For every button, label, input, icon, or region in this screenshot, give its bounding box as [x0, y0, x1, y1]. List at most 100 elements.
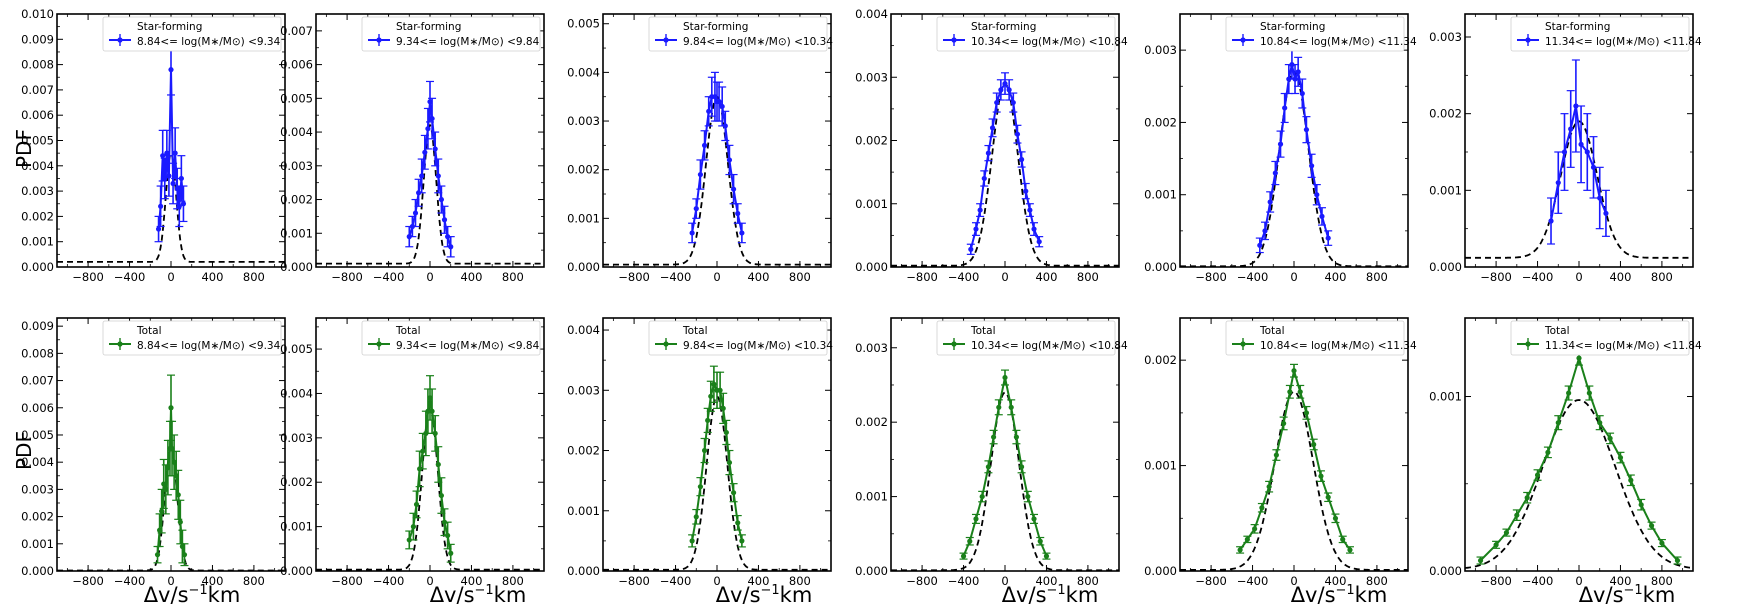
data-point — [689, 538, 695, 544]
data-point — [979, 493, 985, 500]
data-point — [1002, 80, 1008, 87]
fit-curve — [603, 395, 831, 571]
legend-label: 11.34<= log(M∗/M⊙) <11.84 — [1545, 340, 1702, 352]
xtick-label: 800 — [1077, 574, 1099, 588]
fit-curve — [891, 391, 1119, 572]
panel-10: 0.000 0.001 0.002 0.003 −800 −400 0 400 800 Total… — [855, 317, 1128, 588]
ytick-label: 0.010 — [21, 7, 54, 21]
data-point — [973, 516, 979, 522]
legend-marker — [663, 37, 669, 43]
legend-box — [102, 320, 282, 356]
data-point — [711, 381, 717, 387]
legend: Total 10.84<= log(M∗/M⊙) <11.34 — [1225, 320, 1417, 356]
data-point — [445, 234, 451, 240]
data-point — [1617, 454, 1624, 461]
xtick-label: 400 — [747, 270, 769, 284]
data-point — [419, 173, 425, 179]
xtick-label: −400 — [660, 270, 692, 284]
data-point — [177, 519, 183, 525]
ytick-label: 0.000 — [567, 564, 600, 578]
data-point — [178, 175, 184, 182]
xtick-label: 0 — [1001, 574, 1008, 588]
data-point — [693, 206, 699, 212]
data-point — [697, 171, 704, 178]
data-point — [1277, 141, 1284, 147]
ytick-label: 0.000 — [567, 260, 600, 274]
data-point — [719, 103, 725, 110]
data-point — [162, 175, 168, 182]
xtick-label: 800 — [243, 270, 265, 284]
ytick-label: 0.001 — [567, 211, 600, 225]
data-point — [1555, 420, 1561, 426]
data-point — [161, 481, 167, 487]
legend-title: Star-forming — [1545, 21, 1610, 33]
data-point — [1282, 105, 1288, 111]
data-point — [1027, 207, 1033, 213]
data-point — [445, 532, 451, 539]
data-point — [1568, 126, 1574, 132]
data-point — [166, 173, 172, 179]
data-point — [423, 430, 429, 437]
data-point — [158, 203, 164, 209]
panel-11: 0.000 0.001 0.002 −800 −400 0 400 800 Total 10.84… — [1144, 317, 1417, 588]
legend: Total 9.34<= log(M∗/M⊙) <9.84 — [361, 320, 541, 356]
data-point — [720, 405, 726, 411]
ylabel-bottom-row: PDF — [12, 431, 36, 470]
ytick-label: 0.000 — [1144, 260, 1177, 274]
ytick-label: 0.009 — [21, 319, 54, 333]
data-point — [1273, 452, 1279, 458]
data-point — [1590, 164, 1597, 170]
legend-box — [1225, 320, 1405, 356]
data-point — [441, 217, 448, 223]
legend-label: 9.34<= log(M∗/M⊙) <9.84 — [396, 340, 540, 352]
ytick-label: 0.005 — [21, 134, 54, 148]
data-point — [722, 123, 728, 129]
data-point — [689, 230, 695, 236]
xtick-label: −400 — [1237, 574, 1269, 588]
data-point — [716, 98, 722, 105]
data-point — [1524, 495, 1530, 501]
data-point — [427, 395, 433, 401]
data-point — [1545, 449, 1551, 455]
data-point — [705, 417, 711, 424]
xtick-label: 800 — [1077, 270, 1099, 284]
ytick-label: 0.002 — [855, 415, 888, 429]
xtick-label: −400 — [373, 270, 405, 284]
xtick-label: 800 — [789, 270, 811, 284]
ytick-label: 0.002 — [21, 510, 54, 524]
ytick-label: 0.003 — [21, 482, 54, 496]
panel-7: 0.000 0.001 0.002 0.003 0.004 0.005 0.006 0.007… — [21, 317, 286, 588]
legend-box — [1510, 320, 1690, 356]
xtick-label: −800 — [906, 574, 938, 588]
ytick-label: 0.001 — [1144, 188, 1177, 202]
ytick-label: 0.002 — [280, 475, 313, 489]
ytick-label: 0.006 — [280, 58, 313, 72]
data-point — [1332, 515, 1339, 521]
ytick-label: 0.005 — [21, 428, 54, 442]
data-point — [172, 150, 178, 156]
data-point — [1018, 464, 1025, 470]
panel-3: 0.000 0.001 0.002 0.003 0.004 0.005 −800 −400 0 4… — [567, 13, 833, 284]
data-point — [1266, 484, 1272, 490]
ytick-label: 0.009 — [21, 32, 54, 46]
data-point — [739, 538, 745, 544]
ytick-label: 0.001 — [1429, 183, 1462, 197]
data-point — [422, 149, 428, 155]
data-point — [981, 175, 987, 182]
data-point — [1576, 355, 1582, 361]
data-point — [1281, 420, 1287, 427]
data-point — [1648, 523, 1655, 529]
data-point — [173, 473, 179, 479]
data-point — [448, 550, 454, 556]
data-point — [996, 404, 1002, 410]
xtick-label: −800 — [1480, 574, 1512, 588]
panel-6: 0.000 0.001 0.002 0.003 −800 −400 0 400 800 Star-… — [1429, 13, 1702, 284]
ytick-label: 0.002 — [1144, 353, 1177, 367]
ytick-label: 0.001 — [855, 197, 888, 211]
data-point — [735, 520, 741, 526]
data-point — [708, 393, 714, 399]
legend-title: Star-forming — [971, 21, 1036, 33]
xtick-label: −400 — [114, 574, 146, 588]
data-point — [1534, 472, 1541, 478]
